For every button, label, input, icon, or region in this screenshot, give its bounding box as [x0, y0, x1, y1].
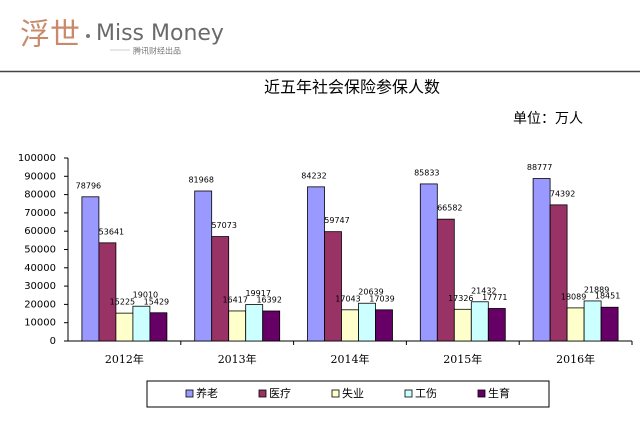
bar	[132, 305, 151, 342]
bar	[549, 204, 568, 342]
logo: 浮世	[20, 18, 80, 53]
header-bar	[0, 0, 640, 71]
bar	[262, 310, 281, 342]
bar	[324, 231, 342, 342]
y-tick-label: 20000	[24, 299, 56, 310]
value-label: 57073	[211, 221, 236, 230]
bar	[453, 308, 472, 342]
x-tick-label: 2015年	[443, 352, 482, 366]
x-tick-label: 2016年	[556, 352, 595, 366]
bar	[307, 186, 325, 342]
brand: Miss Money	[96, 21, 224, 46]
value-label: 59747	[324, 216, 349, 225]
y-tick-label: 10000	[24, 318, 56, 329]
bar	[375, 309, 393, 342]
y-tick-label: 30000	[24, 281, 56, 292]
y-tick-label: 90000	[24, 171, 56, 182]
bar	[341, 309, 359, 342]
legend-label: 失业	[342, 387, 364, 400]
value-label: 88777	[527, 163, 552, 172]
legend-swatch	[258, 389, 267, 398]
bar	[81, 196, 100, 342]
x-tick-label: 2012年	[105, 352, 144, 366]
value-label: 18451	[595, 292, 620, 301]
value-label: 85833	[414, 168, 439, 177]
value-label: 74392	[550, 189, 575, 198]
chart-title: 近五年社会保险参保人数	[264, 78, 440, 97]
value-label: 19917	[245, 289, 270, 298]
bar	[245, 304, 264, 342]
bar	[115, 312, 134, 342]
value-label: 16417	[222, 295, 247, 304]
value-label: 15429	[144, 297, 169, 306]
value-label: 18089	[561, 292, 586, 301]
bar	[566, 307, 585, 342]
legend-swatch	[477, 389, 486, 398]
y-tick-label: 70000	[24, 208, 56, 219]
bar	[470, 301, 489, 342]
value-label: 17039	[369, 294, 394, 303]
bar	[583, 300, 602, 342]
logo-dot	[86, 34, 90, 38]
bar	[358, 302, 376, 342]
y-tick-label: 0	[50, 336, 56, 347]
bar	[436, 218, 455, 342]
tagline: 腾讯财经出品	[133, 46, 181, 56]
unit-label: 单位：万人	[513, 111, 583, 127]
value-label: 19010	[133, 291, 158, 300]
bar	[194, 190, 213, 342]
value-label: 15225	[110, 298, 135, 307]
bar	[149, 312, 168, 342]
value-label: 53641	[99, 227, 124, 236]
y-tick-label: 100000	[18, 153, 56, 164]
value-label: 20639	[358, 288, 383, 297]
bar	[532, 178, 551, 342]
y-tick-label: 40000	[24, 263, 56, 274]
bar	[98, 242, 117, 342]
legend-label: 工伤	[415, 387, 437, 400]
value-label: 66582	[437, 204, 462, 213]
value-label: 16392	[256, 296, 281, 305]
value-label: 81968	[188, 175, 213, 184]
value-label: 17771	[482, 293, 507, 302]
value-label: 21432	[471, 286, 496, 295]
x-tick-label: 2014年	[331, 352, 370, 366]
legend-label: 医疗	[269, 386, 291, 400]
bar	[228, 310, 247, 342]
y-tick-label: 50000	[24, 245, 56, 256]
value-label: 84232	[301, 171, 326, 180]
bar	[487, 308, 506, 342]
value-label: 17326	[448, 294, 473, 303]
legend-label: 生育	[488, 386, 510, 400]
value-label: 78796	[76, 181, 101, 190]
bar	[419, 183, 438, 342]
legend-swatch	[185, 389, 194, 398]
legend-swatch	[331, 389, 340, 398]
x-tick-label: 2013年	[218, 352, 257, 366]
legend-swatch	[404, 389, 413, 398]
y-tick-label: 60000	[24, 226, 56, 237]
legend-label: 养老	[196, 386, 218, 400]
bar	[211, 236, 230, 342]
y-tick-label: 80000	[24, 190, 56, 201]
value-label: 17043	[335, 294, 360, 303]
value-label: 21889	[584, 285, 609, 294]
bar	[600, 306, 619, 342]
